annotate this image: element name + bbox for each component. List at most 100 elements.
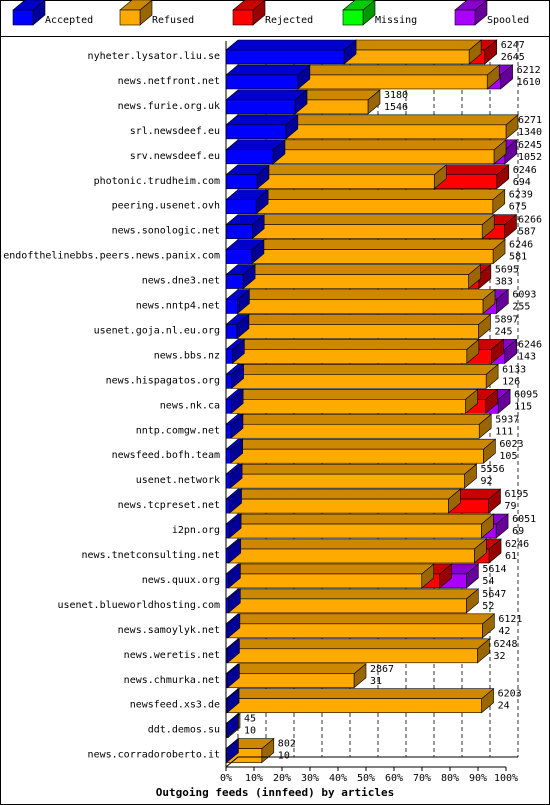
bar-segment-accepted: [225, 513, 242, 539]
bar-segment-refused: [227, 613, 496, 639]
feed-name: news.netfront.net: [118, 76, 220, 87]
legend-swatch-refused: [119, 0, 153, 26]
bar-segment-refused: [226, 638, 491, 664]
feed-name: news.tnetconsulting.net: [82, 550, 220, 561]
feed-name: news.corradoroberto.it: [88, 750, 220, 761]
bar-segment-accepted: [225, 238, 265, 265]
accepted-label: 581: [509, 252, 527, 263]
bar-segment-refused: [256, 164, 448, 190]
legend: Accepted Refused Rejected Missing Spooled: [12, 0, 529, 26]
bar-segment-refused: [294, 89, 381, 115]
feed-name: news.weretis.net: [124, 650, 220, 661]
accepted-label: 694: [513, 177, 531, 188]
legend-swatch-rejected: [232, 0, 266, 26]
accepted-label: 54: [482, 576, 494, 587]
legend-label: Accepted: [45, 15, 93, 26]
bar-segment-refused: [242, 263, 482, 290]
bar-segment-accepted: [225, 164, 270, 190]
x-tick-label: 20%: [273, 773, 291, 784]
x-tick-label: 40%: [329, 773, 347, 784]
x-tick-label: 100%: [494, 773, 518, 784]
feed-name: ddt.demos.su: [148, 725, 220, 736]
bar-segment-refused: [297, 64, 501, 90]
total-label: 6121: [498, 614, 522, 625]
feed-name: news.dne3.net: [142, 276, 220, 287]
feed-name: newsfeed.xs3.de: [130, 700, 220, 711]
total-label: 6023: [499, 439, 523, 450]
accepted-label: 587: [518, 227, 536, 238]
accepted-label: 69: [512, 526, 524, 537]
total-label: 5556: [481, 464, 505, 475]
legend-label: Refused: [152, 15, 194, 26]
feed-name: news.samoylyk.net: [118, 625, 220, 636]
bar-segment-refused: [272, 139, 507, 165]
bar-segment-accepted: [225, 663, 241, 689]
x-tick-label: 50%: [357, 773, 375, 784]
total-label: 5695: [495, 265, 519, 276]
total-label: 6095: [514, 389, 538, 400]
total-label: 6245: [518, 140, 542, 151]
feed-name: nyheter.lysator.liu.se: [88, 51, 220, 62]
accepted-label: 61: [505, 551, 517, 562]
accepted-label: 1052: [518, 152, 542, 163]
accepted-label: 2645: [501, 52, 525, 63]
x-tick-label: 70%: [413, 773, 431, 784]
bar-segment-accepted: [225, 638, 241, 664]
bar-segment-refused: [227, 538, 488, 564]
legend-swatch-missing: [342, 0, 376, 26]
bar-segment-refused: [227, 588, 480, 614]
accepted-label: 79: [504, 501, 516, 512]
accepted-label: 675: [509, 202, 527, 213]
total-label: 6239: [509, 190, 533, 201]
feed-name: news.nntp4.net: [136, 301, 220, 312]
bar-segment-refused: [230, 388, 479, 414]
bar-segment-refused: [230, 363, 499, 389]
total-label: 6246: [518, 339, 542, 350]
legend-swatch-accepted: [12, 0, 46, 26]
total-label: 5614: [482, 564, 506, 575]
total-label: 3180: [384, 90, 408, 101]
accepted-label: 115: [514, 401, 532, 412]
bar-segment-refused: [236, 313, 492, 340]
feed-name: endofthelinebbs.peers.news.panix.com: [3, 251, 220, 262]
bar-segment-accepted: [225, 214, 266, 240]
feed-name: photonic.trudheim.com: [94, 176, 220, 187]
bar-segment-refused: [229, 438, 497, 464]
feed-row: endofthelinebbs.peers.news.panix.com 6246…: [3, 238, 533, 265]
feed-name: news.sonologic.net: [112, 226, 220, 237]
bar-segment-refused: [228, 513, 495, 539]
bar-segment-accepted: [225, 613, 241, 639]
total-label: 6133: [502, 364, 526, 375]
bar-segment-accepted: [225, 64, 311, 90]
feed-name: news.quux.org: [142, 575, 220, 586]
total-label: 6248: [493, 639, 517, 650]
bar-segment-accepted: [225, 538, 242, 564]
x-tick-label: 10%: [245, 773, 263, 784]
bar-segment-accepted: [225, 588, 242, 614]
accepted-label: 10: [244, 726, 256, 737]
legend-label: Spooled: [487, 15, 529, 26]
bar-segment-refused: [226, 688, 495, 714]
total-label: 2867: [370, 664, 394, 675]
bar-segment-refused: [226, 663, 367, 689]
total-label: 6093: [512, 290, 536, 301]
feed-name: news.tcpreset.net: [118, 500, 220, 511]
x-tick-label: 60%: [385, 773, 403, 784]
feed-name: srv.newsdeef.eu: [130, 151, 220, 162]
legend-item-refused: Refused: [119, 0, 194, 26]
bar-segment-refused: [229, 463, 478, 489]
